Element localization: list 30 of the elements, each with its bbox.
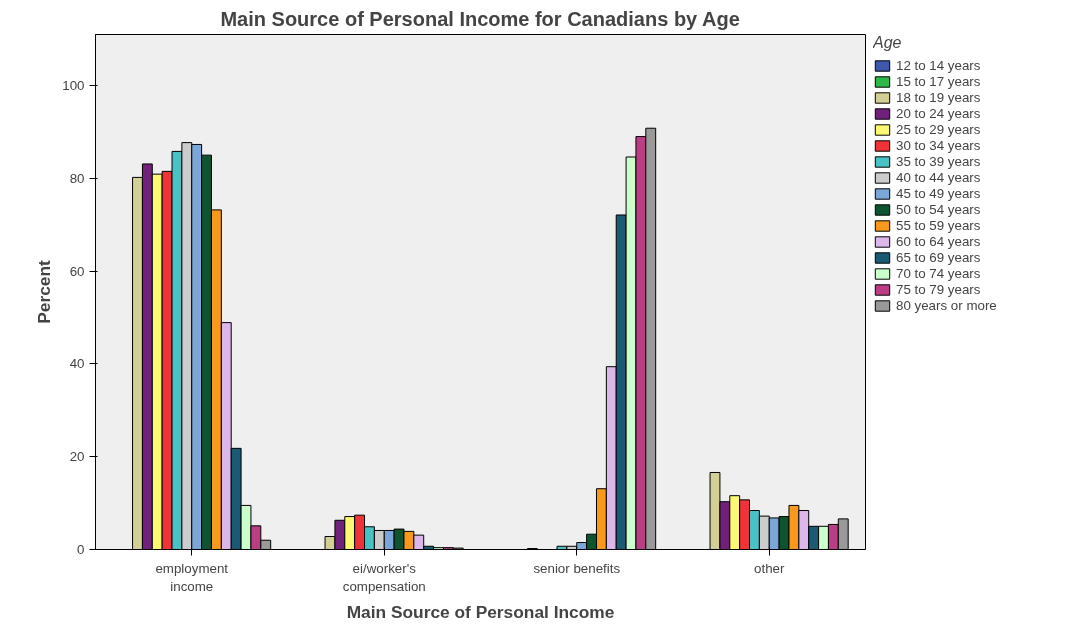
legend-label: 35 to 39 years bbox=[896, 154, 981, 169]
legend-label: 30 to 34 years bbox=[896, 138, 981, 153]
legend-label: 70 to 74 years bbox=[896, 266, 981, 281]
legend-label: 12 to 14 years bbox=[896, 58, 981, 73]
legend-label: 25 to 29 years bbox=[896, 122, 981, 137]
y-tick-label: 100 bbox=[62, 78, 85, 94]
legend-label: 15 to 17 years bbox=[896, 74, 981, 89]
legend-label: 50 to 54 years bbox=[896, 202, 981, 217]
y-tick-label: 40 bbox=[69, 356, 85, 372]
legend-title: Age bbox=[873, 34, 903, 52]
x-tick-label: senior benefits bbox=[533, 560, 621, 576]
legend-label: 80 years or more bbox=[896, 298, 997, 313]
legend-label: 60 to 64 years bbox=[896, 234, 981, 249]
y-tick-label: 20 bbox=[69, 449, 85, 465]
y-tick-label: 0 bbox=[77, 542, 85, 557]
x-tick-label: employment income bbox=[155, 560, 229, 594]
x-axis-title: Main Source of Personal Income bbox=[346, 601, 615, 622]
legend-label: 40 to 44 years bbox=[896, 170, 981, 185]
chart-title: Main Source of Personal Income for Canadians by Age bbox=[220, 7, 740, 30]
legend-label: 20 to 24 years bbox=[896, 106, 981, 121]
y-axis-title: Percent bbox=[34, 259, 55, 324]
legend-label: 55 to 59 years bbox=[896, 218, 981, 233]
legend-label: 45 to 49 years bbox=[896, 186, 981, 201]
legend-label: 18 to 19 years bbox=[896, 90, 981, 105]
x-tick-label: other bbox=[754, 560, 785, 576]
y-tick-label: 60 bbox=[69, 263, 85, 279]
x-tick-label: ei/worker's compensation bbox=[342, 560, 426, 594]
legend-label: 75 to 79 years bbox=[896, 282, 981, 297]
y-tick-label: 80 bbox=[69, 170, 85, 186]
legend-label: 65 to 69 years bbox=[896, 250, 981, 265]
